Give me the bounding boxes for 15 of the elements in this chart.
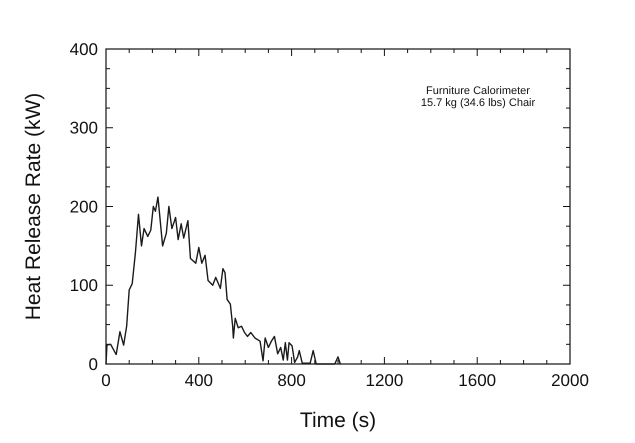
x-tick-label: 1600 [458,371,496,390]
x-tick-label: 400 [184,371,213,390]
y-tick-label: 0 [88,354,98,374]
x-tick-label: 800 [277,371,306,390]
x-axis-title: Time (s) [300,409,376,432]
y-tick-label: 100 [70,276,98,296]
annotation: Furniture Calorimeter [426,85,530,97]
y-tick-label: 300 [70,118,98,138]
y-axis-title: Heat Release Rate (kW) [22,92,45,320]
y-tick-label: 400 [70,40,98,59]
x-tick-label: 2000 [551,371,589,390]
y-tick-label: 200 [70,197,98,216]
annotation: 15.7 kg (34.6 lbs) Chair [420,97,536,109]
x-tick-label: 1200 [365,371,404,390]
x-tick-label: 0 [101,371,111,390]
